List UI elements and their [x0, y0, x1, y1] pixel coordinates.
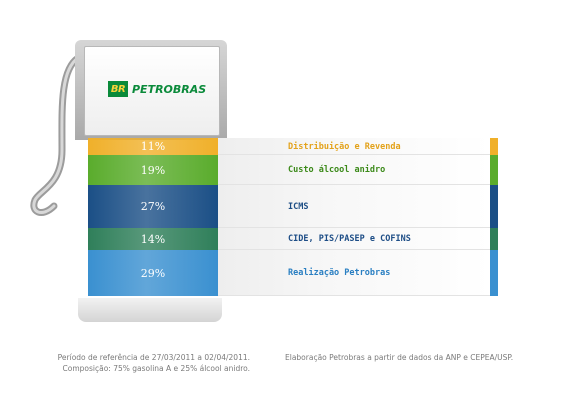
chart-row: 11% Distribuição e Revenda — [88, 138, 498, 155]
bar-segment: 19% — [88, 155, 218, 185]
price-composition-chart: 11% Distribuição e Revenda 19% Custo álcool… — [88, 138, 498, 296]
category-label: Realização Petrobras — [288, 268, 391, 278]
row-background — [218, 155, 490, 185]
color-tab — [490, 228, 498, 250]
color-tab — [490, 250, 498, 296]
bar-segment: 11% — [88, 138, 218, 155]
category-label: Distribuição e Revenda — [288, 141, 401, 152]
chart-row: 27% ICMS — [88, 185, 498, 228]
row-background — [218, 185, 490, 228]
bar-segment: 14% — [88, 228, 218, 250]
row-background — [218, 250, 490, 296]
footer-source: Elaboração Petrobras a partir de dados d… — [285, 352, 565, 363]
petrobras-logo: BR PETROBRAS — [108, 80, 206, 98]
chart-row: 14% CIDE, PIS/PASEP e COFINS — [88, 228, 498, 250]
color-tab — [490, 138, 498, 155]
br-logo-mark: BR — [108, 81, 128, 97]
pump-screen — [84, 46, 220, 136]
chart-row: 29% Realização Petrobras — [88, 250, 498, 296]
footer-reference-period: Período de referência de 27/03/2011 a 02… — [57, 353, 250, 362]
row-background — [218, 138, 490, 155]
footer-reference: Período de referência de 27/03/2011 a 02… — [40, 352, 250, 374]
color-tab — [490, 155, 498, 185]
row-background — [218, 228, 490, 250]
category-label: CIDE, PIS/PASEP e COFINS — [288, 234, 411, 244]
category-label: ICMS — [288, 201, 309, 212]
bar-segment: 29% — [88, 250, 218, 296]
chart-row: 19% Custo álcool anidro — [88, 155, 498, 185]
footer-source-text: Elaboração Petrobras a partir de dados d… — [285, 353, 514, 362]
logo-text: PETROBRAS — [132, 82, 207, 96]
category-label: Custo álcool anidro — [288, 165, 386, 175]
footer-composition: Composição: 75% gasolina A e 25% álcool … — [62, 364, 250, 373]
color-tab — [490, 185, 498, 228]
pump-base — [78, 298, 222, 322]
bar-segment: 27% — [88, 185, 218, 228]
